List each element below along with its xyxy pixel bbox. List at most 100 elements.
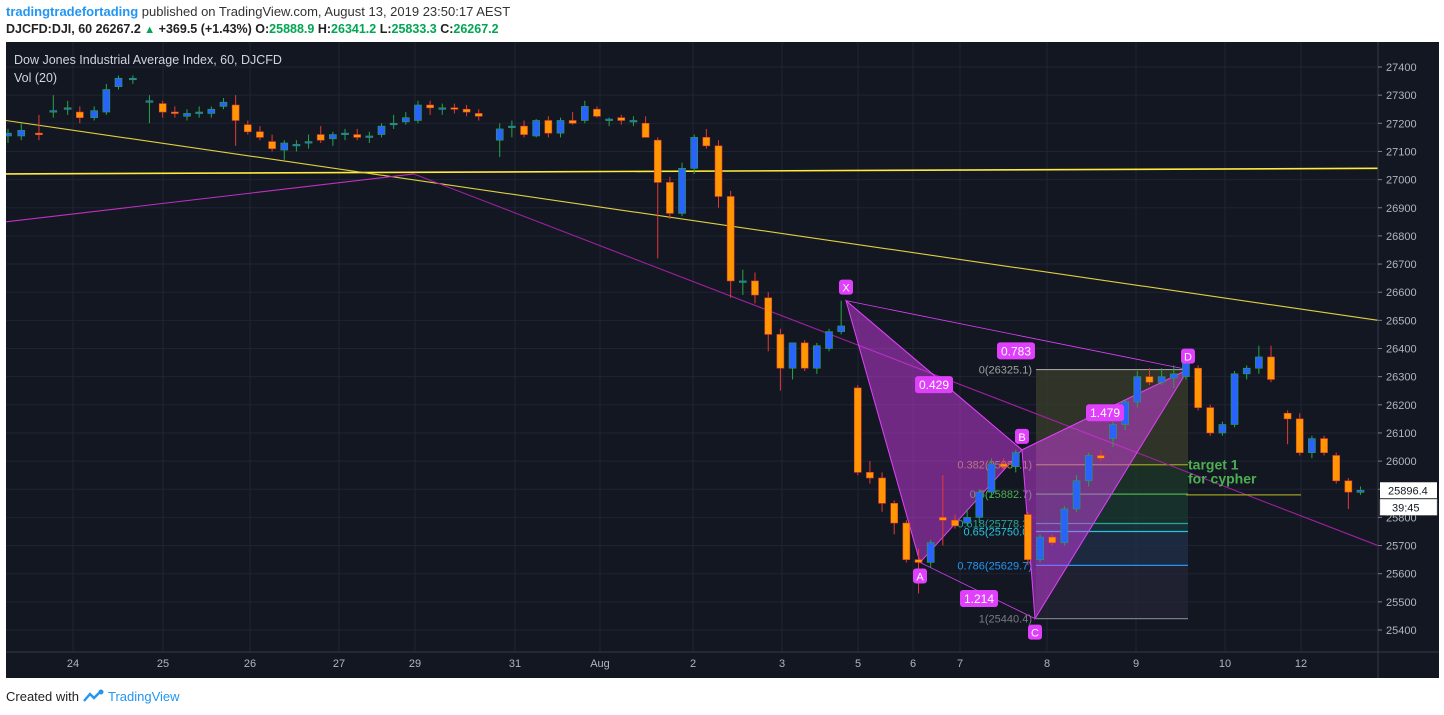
candle-body — [726, 196, 735, 282]
candle-body — [6, 132, 12, 137]
candle-body — [593, 108, 601, 117]
candle-body — [114, 77, 123, 88]
candle-body — [1230, 373, 1239, 425]
up-arrow-icon: ▲ — [144, 24, 156, 36]
candle-body — [414, 104, 422, 121]
publisher-username[interactable]: tradingtradefortading — [6, 4, 139, 19]
candle-body — [963, 517, 971, 524]
candle-body — [129, 77, 137, 81]
candle-body — [280, 142, 289, 151]
candle-body — [243, 124, 252, 133]
candle-body — [462, 108, 471, 113]
last-price: 26267.2 — [95, 22, 141, 36]
tradingview-brand[interactable]: TradingView — [108, 689, 180, 704]
candle-body — [1206, 407, 1215, 434]
pattern-ratio-label: 0.429 — [919, 378, 949, 392]
candle-body — [1157, 376, 1166, 383]
fib-level-label: 0(26325.1) — [979, 365, 1032, 377]
pattern-point-label: B — [1018, 432, 1025, 444]
candle-body — [495, 128, 504, 141]
pattern-ratio-badge — [915, 376, 953, 394]
price-tick-label: 25500 — [1386, 597, 1417, 609]
price-tick-label: 26800 — [1386, 231, 1417, 243]
candle-body — [776, 334, 785, 369]
candlestick-chart[interactable]: 0(26325.1)0.382(25987.1)0.5(25882.7)0.61… — [6, 42, 1439, 678]
pattern-point-badge — [1028, 624, 1042, 640]
price-tick-label: 26900 — [1386, 203, 1417, 215]
candle-body — [1109, 424, 1117, 439]
candle-body — [714, 145, 723, 197]
candle-body — [764, 297, 773, 335]
candle-body — [389, 123, 398, 126]
candle-body — [256, 131, 264, 138]
close-label: C: — [440, 22, 454, 36]
time-tick-label: 27 — [333, 658, 345, 670]
candle-body — [292, 144, 301, 147]
candle-body — [49, 110, 58, 113]
candle-body — [641, 123, 650, 138]
candle-body — [951, 519, 959, 527]
time-tick-label: 31 — [509, 658, 521, 670]
candle-body — [1332, 455, 1341, 482]
published-text: published on TradingView.com, August 13,… — [141, 4, 511, 19]
time-tick-label: 26 — [244, 658, 256, 670]
price-tick-label: 26300 — [1386, 372, 1417, 384]
target-annotation: target 1 — [1188, 457, 1239, 473]
price-tick-label: 27000 — [1386, 175, 1417, 187]
candle-body — [1097, 455, 1105, 459]
candle-body — [76, 111, 84, 118]
time-tick-label: 10 — [1219, 658, 1231, 670]
price-tick-label: 27400 — [1386, 62, 1417, 74]
candle-body — [1194, 367, 1202, 408]
fib-zone — [1036, 565, 1188, 619]
fib-level-label: 0.5(25882.7) — [970, 489, 1032, 501]
candle-body — [219, 101, 228, 107]
magenta-descending-line — [413, 173, 1379, 547]
target-annotation: for cypher — [1188, 471, 1257, 487]
pattern-point-label: A — [916, 571, 924, 583]
price-tick-label: 25600 — [1386, 569, 1417, 581]
candle-body — [316, 134, 325, 141]
candle-body — [568, 120, 577, 124]
candle-body — [853, 387, 862, 473]
candle-body — [1295, 418, 1304, 453]
high-value: 26341.2 — [331, 22, 377, 36]
candle-body — [231, 104, 240, 121]
time-tick-label: 3 — [779, 658, 785, 670]
candle-body — [1267, 356, 1275, 380]
candle-body — [508, 125, 516, 128]
candle-body — [207, 108, 216, 114]
current-price-label: 25896.4 — [1388, 485, 1428, 497]
time-tick-label: 2 — [690, 658, 696, 670]
time-tick-label: 6 — [910, 658, 916, 670]
candle-body — [678, 168, 686, 214]
price-tick-label: 26700 — [1386, 259, 1417, 271]
fib-level-label: 0.786(25629.7) — [957, 560, 1032, 572]
candle-body — [1344, 480, 1353, 493]
candle-body — [605, 118, 613, 121]
time-tick-label: 5 — [855, 658, 861, 670]
open-value: 25888.9 — [269, 22, 315, 36]
price-tick-label: 25400 — [1386, 625, 1417, 637]
candle-body — [1242, 367, 1251, 375]
candle-body — [377, 125, 386, 135]
pattern-point-badge — [1015, 428, 1029, 444]
open-label: O: — [255, 22, 270, 36]
chart-area[interactable]: 0(26325.1)0.382(25987.1)0.5(25882.7)0.61… — [6, 42, 1439, 678]
fib-level-label: 0.65(25750.0) — [964, 526, 1033, 538]
pattern-ratio-line — [845, 300, 1189, 370]
candle-body — [195, 111, 203, 114]
candle-body — [1218, 424, 1227, 434]
pattern-ratio-line — [845, 300, 1023, 451]
price-tick-label: 26500 — [1386, 315, 1417, 327]
candle-body — [426, 104, 434, 109]
candle-body — [1356, 489, 1365, 493]
candle-body — [1145, 376, 1154, 383]
candle-body — [341, 132, 349, 135]
candle-body — [788, 342, 797, 369]
candle-body — [474, 113, 483, 117]
fib-level-label: 0.618(25778.3) — [957, 519, 1032, 531]
candle-body — [158, 103, 167, 113]
candle-body — [1320, 438, 1328, 453]
time-tick-label: 29 — [409, 658, 421, 670]
